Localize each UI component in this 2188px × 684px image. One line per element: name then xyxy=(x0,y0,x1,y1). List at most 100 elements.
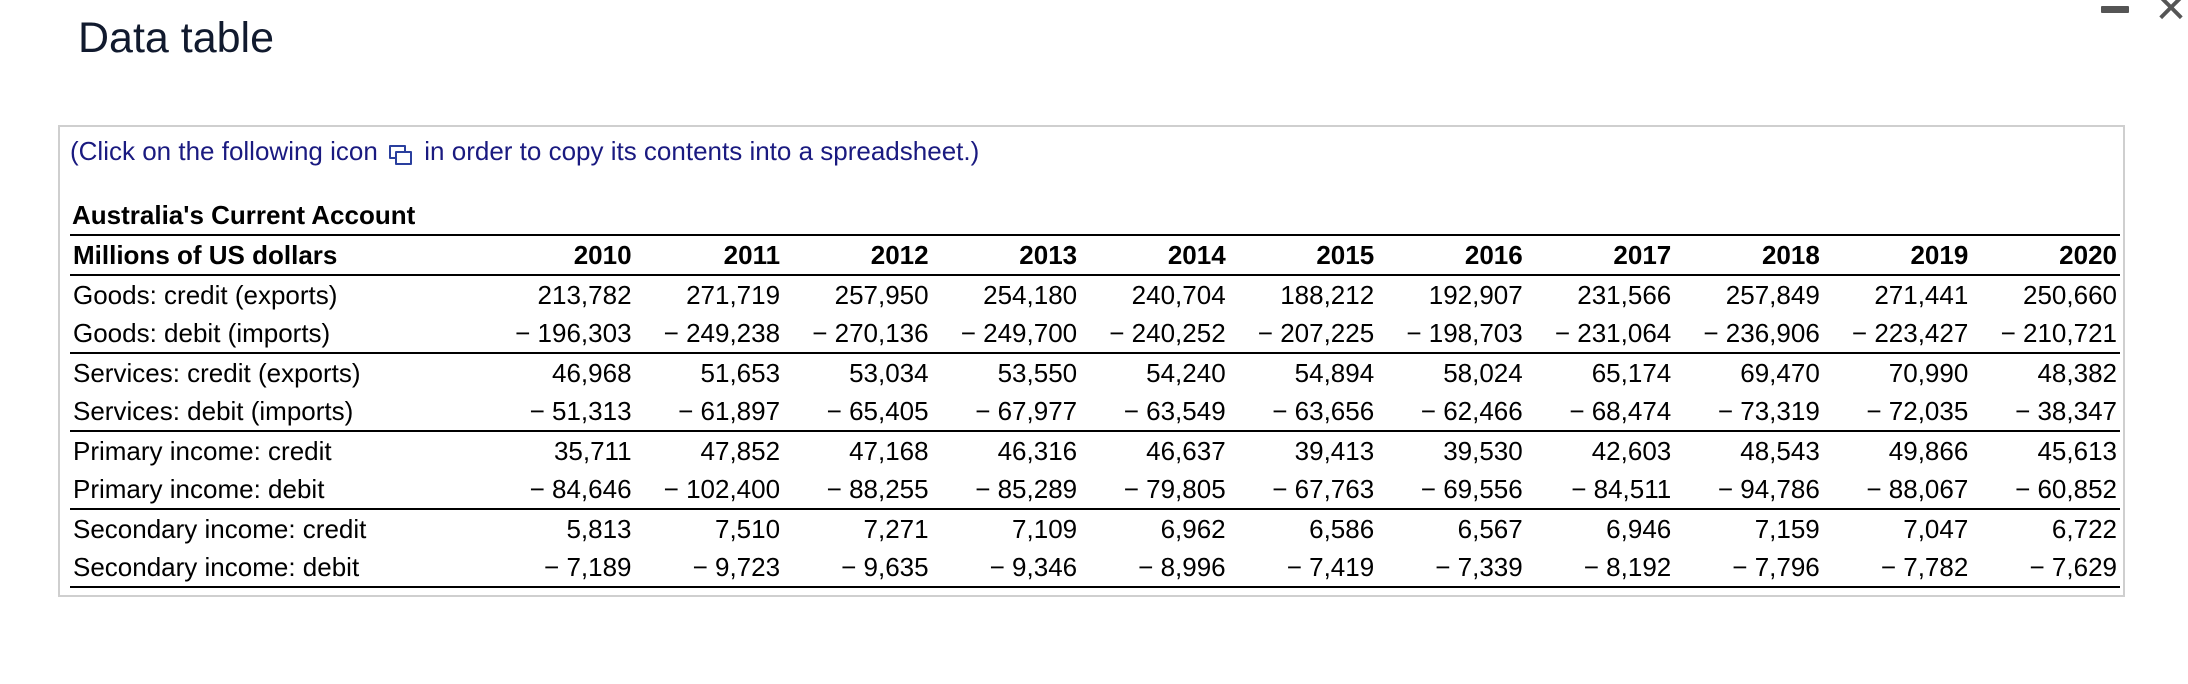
table-cell: 51,653 xyxy=(700,357,781,388)
table-cell: 188,212 xyxy=(1280,279,1375,310)
table-cell: 46,968 xyxy=(552,357,632,388)
table-cell: − 73,319 xyxy=(1717,395,1820,426)
table-row: Secondary income: credit 5,813 7,510 7,271 7… xyxy=(70,509,2120,548)
close-button[interactable]: ✕ xyxy=(2154,0,2188,31)
table-row: Services: credit (exports) 46,968 51,653 53… xyxy=(70,353,2120,392)
table-cell: − 38,347 xyxy=(2015,395,2117,426)
table-cell: 48,543 xyxy=(1740,435,1820,466)
table-cell: − 102,400 xyxy=(663,473,781,504)
table-cell: − 236,906 xyxy=(1703,317,1820,348)
year-header: 2020 xyxy=(2059,239,2117,270)
table-row: Primary income: credit 35,711 47,852 47,168… xyxy=(70,431,2120,470)
table-cell: 7,159 xyxy=(1754,513,1820,544)
table-cell: − 63,656 xyxy=(1272,395,1375,426)
table-cell: − 240,252 xyxy=(1109,317,1226,348)
row-label: Goods: credit (exports) xyxy=(73,279,338,310)
table-cell: 250,660 xyxy=(2023,279,2117,310)
table-cell: − 60,852 xyxy=(2015,473,2117,504)
table-cell: 213,782 xyxy=(537,279,632,310)
table-cell: 35,711 xyxy=(553,435,632,466)
dialog-title: Data table xyxy=(78,14,275,62)
table-cell: − 88,067 xyxy=(1866,473,1969,504)
table-cell: − 7,339 xyxy=(1435,551,1523,582)
table-cell: − 65,405 xyxy=(826,395,929,426)
table-cell: − 69,556 xyxy=(1420,473,1523,504)
table-cell: 45,613 xyxy=(2037,435,2117,466)
table-cell: 46,316 xyxy=(997,435,1078,466)
table-cell: 6,722 xyxy=(2051,513,2117,544)
table-cell: − 88,255 xyxy=(826,473,929,504)
table-cell: 54,894 xyxy=(1294,357,1375,388)
table-cell: − 79,805 xyxy=(1123,473,1226,504)
year-header: 2018 xyxy=(1761,239,1820,270)
copy-hint-after: in order to copy its contents into a spr… xyxy=(424,136,980,166)
table-cell: 53,550 xyxy=(997,357,1078,388)
table-cell: − 231,064 xyxy=(1554,317,1672,348)
table-cell: − 270,136 xyxy=(812,317,929,348)
current-account-table: Millions of US dollars 2010 2011 2012 2013 2… xyxy=(70,234,2120,588)
year-header: 2012 xyxy=(870,239,929,270)
table-cell: 6,962 xyxy=(1160,513,1226,544)
copy-hint: (Click on the following icon in order to… xyxy=(70,136,979,167)
table-cell: − 198,703 xyxy=(1406,317,1523,348)
table-cell: 192,907 xyxy=(1428,279,1523,310)
year-header: 2014 xyxy=(1167,239,1226,270)
table-cell: − 63,549 xyxy=(1123,395,1226,426)
table-cell: − 196,303 xyxy=(515,317,632,348)
table-cell: 39,413 xyxy=(1294,435,1375,466)
table-cell: − 61,897 xyxy=(678,395,781,426)
year-header: 2011 xyxy=(723,239,781,270)
table-cell: 6,946 xyxy=(1606,513,1672,544)
table-cell: 47,168 xyxy=(849,435,929,466)
unit-header: Millions of US dollars xyxy=(73,239,338,270)
table-cell: 271,441 xyxy=(1874,279,1969,310)
table-cell: 49,866 xyxy=(1888,435,1969,466)
table-row: Services: debit (imports) − 51,313 − 61,89… xyxy=(70,392,2120,431)
table-cell: − 249,700 xyxy=(960,317,1078,348)
table-cell: − 84,646 xyxy=(529,473,632,504)
year-header: 2019 xyxy=(1910,239,1969,270)
table-cell: 257,849 xyxy=(1725,279,1820,310)
table-cell: − 207,225 xyxy=(1257,317,1375,348)
table-cell: 231,566 xyxy=(1577,279,1672,310)
row-label: Services: debit (imports) xyxy=(73,395,354,426)
table-header-row: Millions of US dollars 2010 2011 2012 2013 2… xyxy=(70,235,2120,275)
year-header: 2017 xyxy=(1613,239,1672,270)
row-label: Primary income: credit xyxy=(73,435,332,466)
table-row: Goods: debit (imports) − 196,303 − 249,238… xyxy=(70,314,2120,353)
table-cell: − 84,511 xyxy=(1571,473,1672,504)
table-cell: 54,240 xyxy=(1146,357,1226,388)
table-cell: − 85,289 xyxy=(975,473,1078,504)
table-cell: − 249,238 xyxy=(663,317,781,348)
table-cell: − 68,474 xyxy=(1569,395,1672,426)
table-cell: 70,990 xyxy=(1888,357,1969,388)
table-cell: − 7,782 xyxy=(1880,551,1969,582)
table-cell: − 8,192 xyxy=(1583,551,1672,582)
table-cell: 7,047 xyxy=(1903,513,1969,544)
table-cell: 7,271 xyxy=(863,513,929,544)
table-cell: 240,704 xyxy=(1131,279,1226,310)
row-label: Primary income: debit xyxy=(73,473,325,504)
table-cell: − 7,629 xyxy=(2029,551,2117,582)
table-row: Primary income: debit − 84,646 − 102,400 − … xyxy=(70,470,2120,509)
table-cell: 5,813 xyxy=(566,513,632,544)
minimize-button[interactable] xyxy=(2101,6,2129,13)
table-cell: − 7,189 xyxy=(544,551,632,582)
table-cell: 271,719 xyxy=(686,279,781,310)
table-cell: 257,950 xyxy=(834,279,929,310)
table-cell: 58,024 xyxy=(1443,357,1523,388)
table-cell: 48,382 xyxy=(2037,357,2117,388)
table-cell: 254,180 xyxy=(983,279,1078,310)
data-table-panel xyxy=(58,125,2125,597)
year-header: 2016 xyxy=(1464,239,1523,270)
table-cell: 6,567 xyxy=(1457,513,1523,544)
table-cell: 47,852 xyxy=(700,435,781,466)
table-cell: − 210,721 xyxy=(2000,317,2117,348)
table-cell: 7,109 xyxy=(1012,513,1078,544)
table-cell: 69,470 xyxy=(1740,357,1820,388)
table-cell: − 62,466 xyxy=(1420,395,1523,426)
table-cell: − 223,427 xyxy=(1851,317,1969,348)
copy-spreadsheet-icon[interactable] xyxy=(389,144,413,165)
table-cell: 6,586 xyxy=(1309,513,1375,544)
table-caption: Australia's Current Account xyxy=(72,200,416,230)
